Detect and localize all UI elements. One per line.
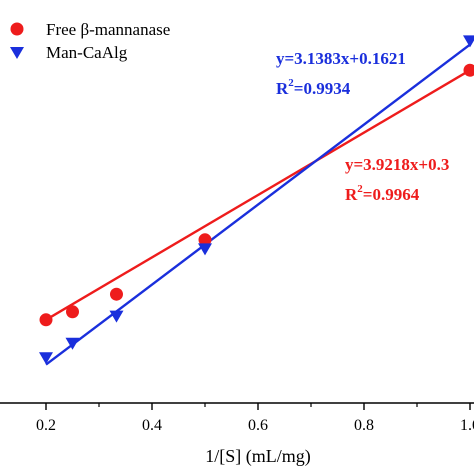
r2-text-man-caalg: R2=0.9934 <box>276 77 351 98</box>
data-point-free-mannanase <box>109 287 123 301</box>
x-tick-label: 0.2 <box>36 417 56 434</box>
x-tick-label: 0.8 <box>354 417 374 434</box>
data-point-man-caalg <box>39 352 53 365</box>
legend: Free β-mannanase Man-CaAlg <box>10 20 170 62</box>
x-axis-ticks: 0.2 0.4 0.6 0.8 1.0 <box>36 403 474 434</box>
fit-line-free-mannanase <box>45 69 471 321</box>
legend-marker-man-caalg <box>10 47 24 59</box>
fit-lines <box>45 43 471 366</box>
x-tick-label: 0.4 <box>142 417 162 434</box>
data-point-free-mannanase <box>39 313 53 327</box>
fit-line-man-caalg <box>45 43 471 366</box>
data-markers <box>39 35 474 365</box>
equation-text-free-mannanase: y=3.9218x+0.3 <box>345 155 449 174</box>
data-point-free-mannanase <box>198 233 212 247</box>
data-point-man-caalg <box>109 310 124 323</box>
legend-marker-free-mannanase <box>10 22 24 36</box>
data-point-free-mannanase <box>66 305 79 319</box>
data-point-free-mannanase <box>463 63 474 77</box>
data-point-man-caalg <box>463 35 474 48</box>
x-tick-label: 1.0 <box>460 417 474 434</box>
x-axis-title: 1/[S] (mL/mg) <box>205 446 311 467</box>
equation-man-caalg: y=3.1383x+0.1621 R2=0.9934 <box>276 49 406 98</box>
data-point-man-caalg <box>65 337 80 350</box>
legend-label-free-mannanase: Free β-mannanase <box>46 20 170 39</box>
data-point-man-caalg <box>198 243 212 256</box>
equation-free-mannanase: y=3.9218x+0.3 R2=0.9964 <box>345 155 449 204</box>
legend-label-man-caalg: Man-CaAlg <box>46 43 128 62</box>
plot-area: 0.2 0.4 0.6 0.8 1.0 <box>0 35 474 434</box>
equation-text-man-caalg: y=3.1383x+0.1621 <box>276 49 406 68</box>
r2-text-free-mannanase: R2=0.9964 <box>345 183 420 204</box>
x-tick-label: 0.6 <box>248 417 268 434</box>
